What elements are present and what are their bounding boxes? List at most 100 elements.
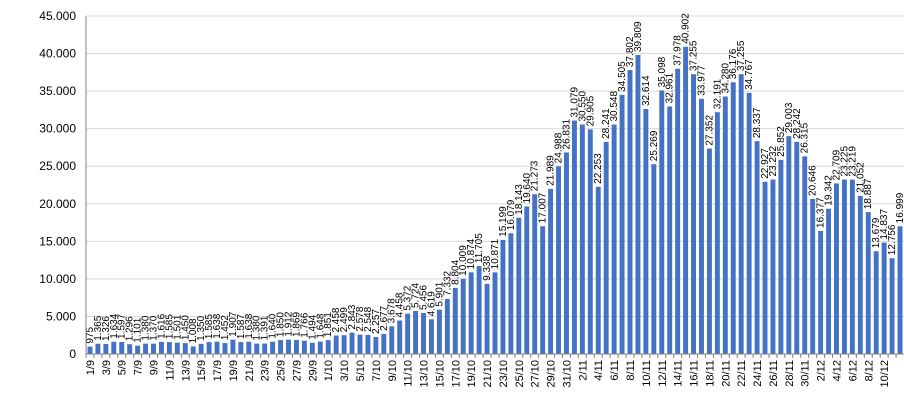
x-tick-label: 6/12 bbox=[847, 360, 859, 381]
x-tick-label: 19/10 bbox=[466, 360, 478, 388]
bar bbox=[151, 343, 156, 354]
x-tick-label: 1/9 bbox=[85, 360, 97, 375]
bar bbox=[675, 68, 681, 355]
data-label: 17.007 bbox=[538, 192, 549, 223]
data-label: 1.101 bbox=[133, 317, 144, 342]
data-label: 16.377 bbox=[816, 197, 827, 228]
x-tick-label: 15/9 bbox=[196, 360, 208, 381]
bar bbox=[158, 341, 164, 354]
x-tick-label: 3/10 bbox=[339, 360, 351, 381]
bar bbox=[532, 194, 538, 354]
x-tick-label: 29/9 bbox=[307, 360, 319, 381]
bar bbox=[643, 109, 649, 354]
data-label: 25.852 bbox=[776, 126, 787, 157]
y-tick-label: 40.000 bbox=[39, 47, 76, 61]
bar bbox=[619, 94, 625, 354]
data-label: 34.280 bbox=[720, 62, 731, 93]
bar bbox=[119, 342, 125, 354]
data-label: 23.225 bbox=[839, 146, 850, 177]
data-label: 37.802 bbox=[625, 36, 636, 67]
bar bbox=[714, 112, 720, 355]
data-label: 18.887 bbox=[863, 178, 874, 209]
data-label: 1.452 bbox=[220, 315, 231, 340]
data-label: 22.253 bbox=[593, 153, 604, 184]
data-label: 33.977 bbox=[696, 65, 707, 96]
data-label: 28.241 bbox=[601, 108, 612, 139]
bar bbox=[190, 346, 196, 354]
bar bbox=[381, 333, 387, 354]
bar bbox=[762, 181, 768, 354]
x-tick-label: 1/10 bbox=[323, 360, 335, 381]
x-tick-label: 28/11 bbox=[784, 360, 796, 387]
x-tick-label: 21/9 bbox=[244, 360, 256, 381]
x-tick-label: 16/11 bbox=[689, 360, 701, 387]
x-tick-label: 8/11 bbox=[625, 360, 637, 381]
x-tick-label: 15/10 bbox=[434, 360, 446, 388]
bar bbox=[683, 46, 689, 354]
data-label: 26.831 bbox=[561, 118, 572, 149]
data-label: 2.677 bbox=[379, 305, 390, 330]
bar bbox=[587, 129, 593, 354]
data-label: 27.352 bbox=[704, 115, 715, 146]
data-label: 29.003 bbox=[784, 102, 795, 133]
bar bbox=[373, 337, 379, 354]
data-label: 34.767 bbox=[744, 59, 755, 90]
bar bbox=[413, 311, 419, 354]
x-tick-label: 22/11 bbox=[736, 360, 748, 387]
bar bbox=[826, 208, 832, 354]
x-tick-label: 6/11 bbox=[609, 360, 621, 381]
data-label: 5.901 bbox=[434, 281, 445, 306]
bar bbox=[262, 343, 268, 354]
bar bbox=[317, 341, 323, 354]
x-tick-label: 4/12 bbox=[832, 360, 844, 381]
data-label: 2.578 bbox=[355, 306, 366, 331]
bar bbox=[429, 319, 434, 354]
data-label: 5.724 bbox=[411, 283, 422, 308]
data-label: 10.871 bbox=[490, 238, 501, 269]
bar bbox=[246, 341, 252, 354]
data-label: 32.191 bbox=[712, 78, 723, 109]
x-tick-label: 17/10 bbox=[450, 360, 462, 388]
x-tick-label: 20/11 bbox=[720, 360, 732, 387]
y-tick-label: 20.000 bbox=[39, 197, 76, 211]
x-tick-label: 7/9 bbox=[133, 360, 145, 375]
y-tick-labels: 0 5.000 10.000 15.000 20.000 25.000 30.000 35.0… bbox=[39, 9, 76, 361]
bar bbox=[746, 92, 752, 355]
data-label: 1.597 bbox=[117, 314, 128, 339]
bar bbox=[579, 124, 585, 354]
bar bbox=[524, 206, 530, 354]
bar bbox=[198, 343, 204, 354]
data-label: 26.315 bbox=[800, 122, 811, 153]
x-tick-label: 27/9 bbox=[291, 360, 303, 381]
bar bbox=[699, 98, 704, 354]
data-label: 1.296 bbox=[125, 316, 136, 341]
bar bbox=[286, 339, 291, 354]
bar bbox=[571, 120, 577, 354]
data-label: 1.616 bbox=[156, 313, 167, 338]
data-label: 1.869 bbox=[291, 311, 302, 336]
data-label: 1.638 bbox=[244, 313, 255, 338]
data-label: 1.850 bbox=[276, 312, 287, 337]
bar bbox=[556, 166, 561, 354]
data-label: 1.907 bbox=[228, 311, 239, 336]
data-label: 21.052 bbox=[855, 162, 866, 193]
x-tick-label: 17/9 bbox=[212, 360, 224, 381]
bar bbox=[492, 272, 498, 354]
x-tick-label: 13/9 bbox=[180, 360, 192, 381]
data-label: 22.927 bbox=[760, 148, 771, 179]
data-label: 1.638 bbox=[212, 313, 223, 338]
bar bbox=[325, 340, 331, 354]
x-tick-label: 5/10 bbox=[355, 360, 367, 381]
bar bbox=[349, 332, 355, 354]
bar bbox=[786, 136, 792, 354]
bar bbox=[881, 242, 887, 354]
bar bbox=[778, 159, 784, 354]
bar bbox=[889, 258, 895, 354]
x-tick-label: 31/10 bbox=[561, 360, 573, 388]
data-label: 29.905 bbox=[585, 95, 596, 126]
x-tick-label: 9/9 bbox=[149, 360, 161, 375]
data-label: 28.337 bbox=[752, 107, 763, 138]
bar bbox=[365, 334, 371, 354]
bar bbox=[421, 313, 426, 354]
data-label: 35.098 bbox=[657, 56, 668, 87]
